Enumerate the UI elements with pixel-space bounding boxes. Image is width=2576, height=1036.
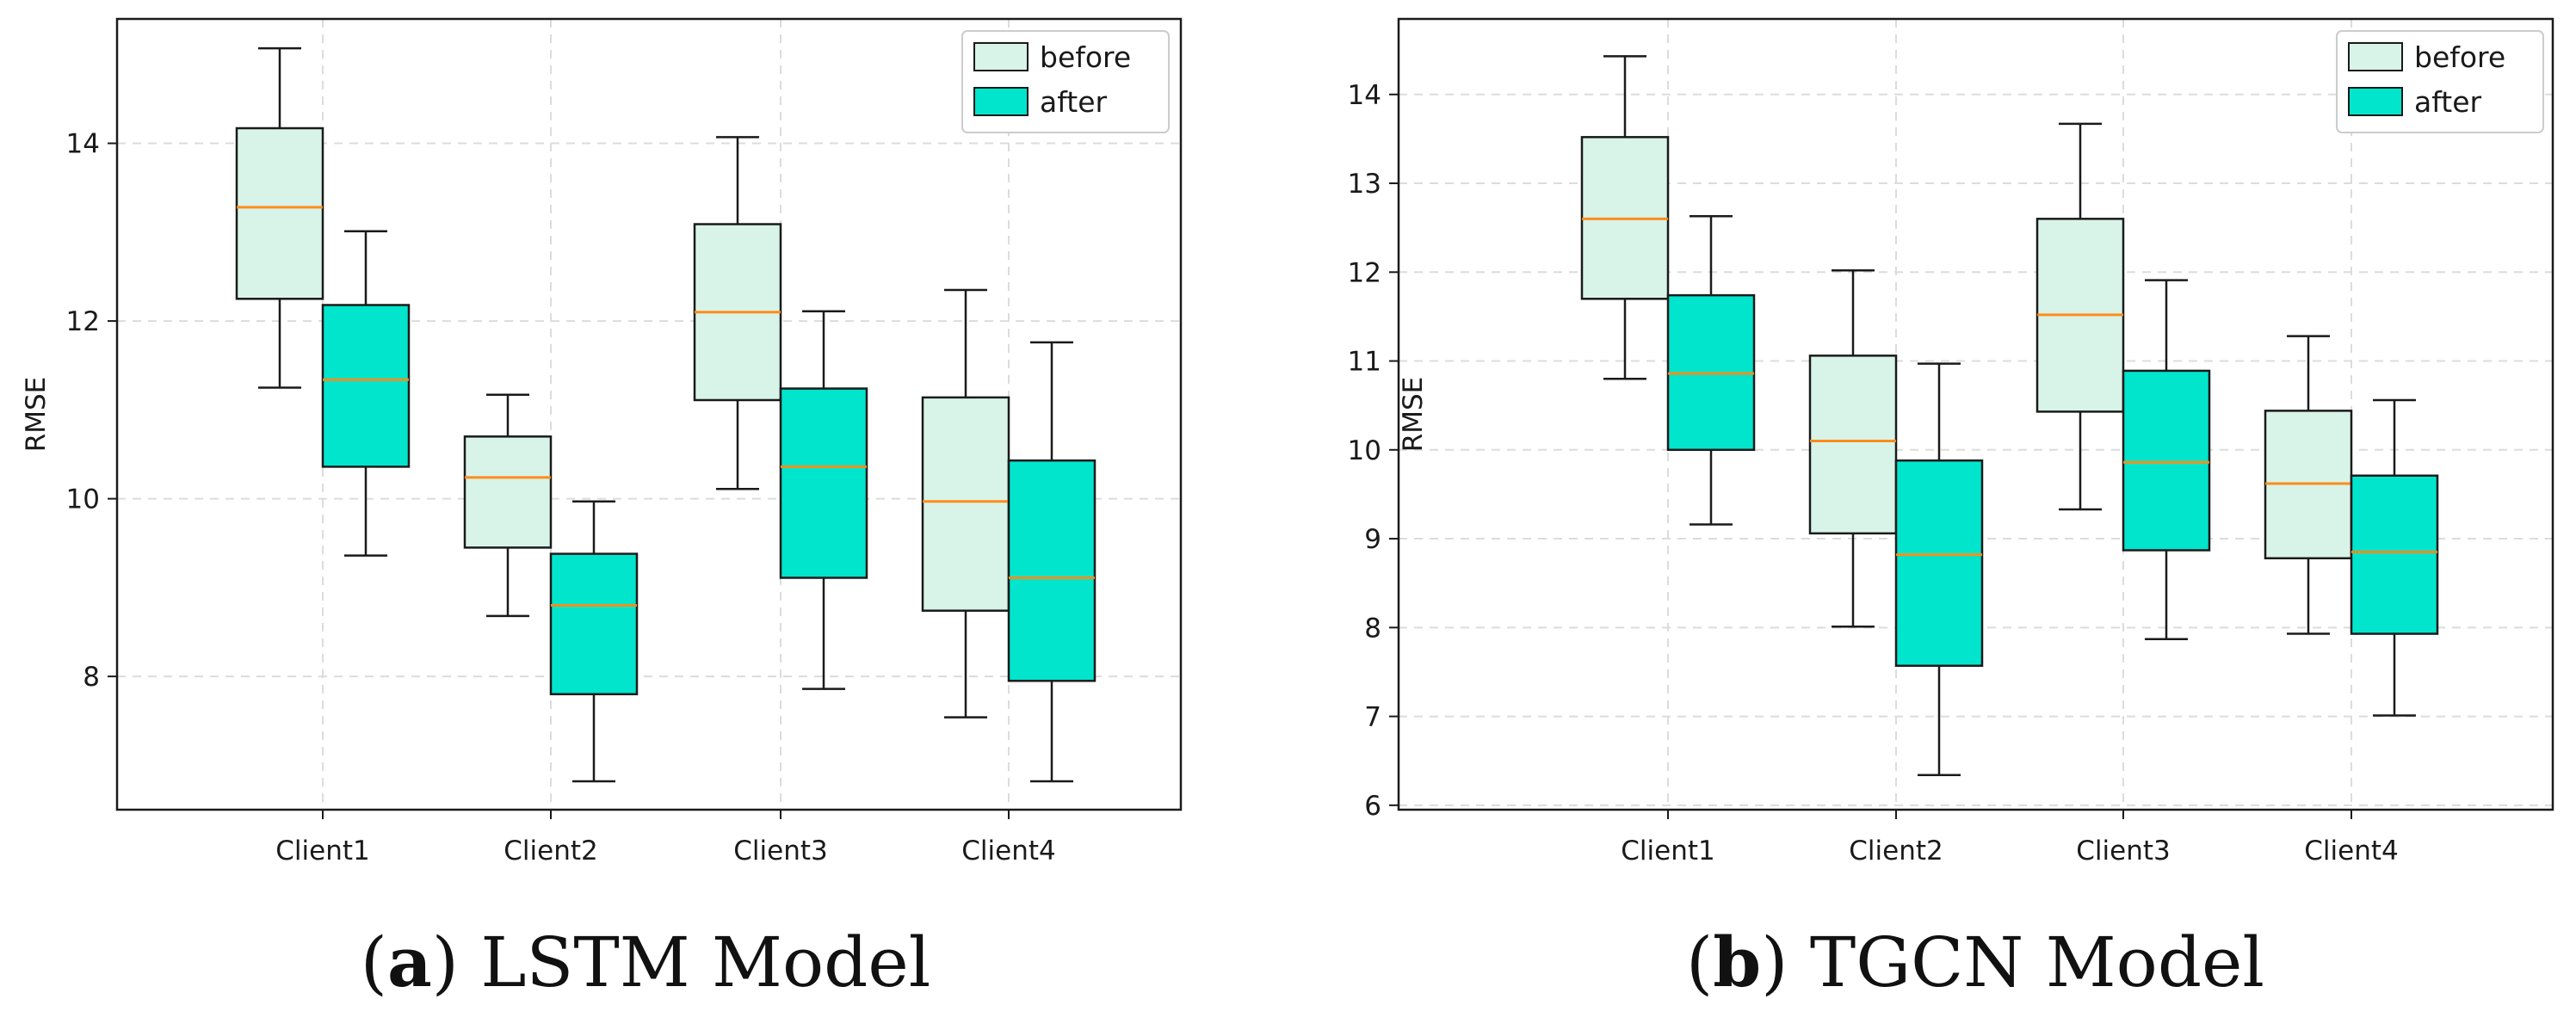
y-tick-label: 12: [1348, 257, 1381, 288]
after-client1-box: [321, 304, 411, 468]
panel-lstm: 8 10 12 14 Client1 Client2 Client3 Client4 RMSE b…: [21, 17, 1183, 1002]
x-tick-label: Client1: [1621, 836, 1714, 866]
after-client4-box: [1007, 459, 1096, 682]
y-tick-label: 8: [83, 662, 100, 693]
legend-label-before: before: [1040, 40, 1131, 74]
caption-text: LSTM Model: [480, 922, 930, 1002]
before-client2-box: [1808, 355, 1898, 535]
x-tick-label: Client4: [2304, 836, 2398, 866]
y-tick-label: 10: [66, 484, 100, 515]
before-client2-box: [463, 435, 553, 549]
caption-text: TGCN Model: [1810, 922, 2264, 1002]
y-tick-label: 6: [1364, 791, 1381, 822]
after-client3-box: [779, 387, 868, 579]
y-tick-label: 7: [1364, 702, 1381, 733]
y-tick-label: 10: [1348, 435, 1381, 466]
before-client1-box: [235, 126, 324, 300]
x-tick-label: Client3: [2076, 836, 2170, 866]
before-client4-box: [921, 396, 1010, 612]
legend-swatch-after: [973, 87, 1029, 116]
y-tick-label: 14: [1348, 80, 1381, 111]
after-client3-box: [2122, 369, 2211, 552]
y-axis-label: RMSE: [21, 377, 52, 453]
panel-caption: (a) LSTM Model: [361, 922, 931, 1002]
y-tick-label: 11: [1348, 347, 1381, 378]
x-tick-label: Client2: [503, 836, 597, 866]
panel-caption: (b) TGCN Model: [1686, 922, 2264, 1002]
panel-tgcn: 6 7 8 9 10 11 12 13 14 Client1 Client2 Client3 Clien…: [1348, 17, 2554, 1002]
after-client2-box: [549, 552, 639, 696]
y-tick-label: 9: [1364, 524, 1381, 555]
y-tick-label: 12: [66, 306, 100, 337]
y-tick-label: 8: [1364, 613, 1381, 644]
legend-swatch-before: [2348, 42, 2403, 71]
legend-label-before: before: [2414, 40, 2505, 74]
plot-frame: [1397, 17, 2554, 811]
caption-letter: a: [387, 922, 432, 1002]
legend-label-after: after: [2414, 85, 2482, 119]
legend-label-after: after: [1040, 85, 1108, 119]
y-tick-label: 14: [66, 129, 100, 160]
x-tick-label: Client2: [1849, 836, 1943, 866]
y-tick-label: 13: [1348, 169, 1381, 200]
x-tick-label: Client4: [961, 836, 1055, 866]
x-tick-label: Client3: [733, 836, 827, 866]
caption-letter: b: [1713, 922, 1761, 1002]
after-client2-box: [1894, 459, 1984, 667]
legend-swatch-after: [2348, 87, 2403, 116]
x-tick-label: Client1: [275, 836, 369, 866]
y-axis-label: RMSE: [1398, 377, 1429, 453]
plot-frame: [115, 17, 1183, 811]
legend-swatch-before: [973, 42, 1029, 71]
after-client4-box: [2350, 474, 2439, 635]
